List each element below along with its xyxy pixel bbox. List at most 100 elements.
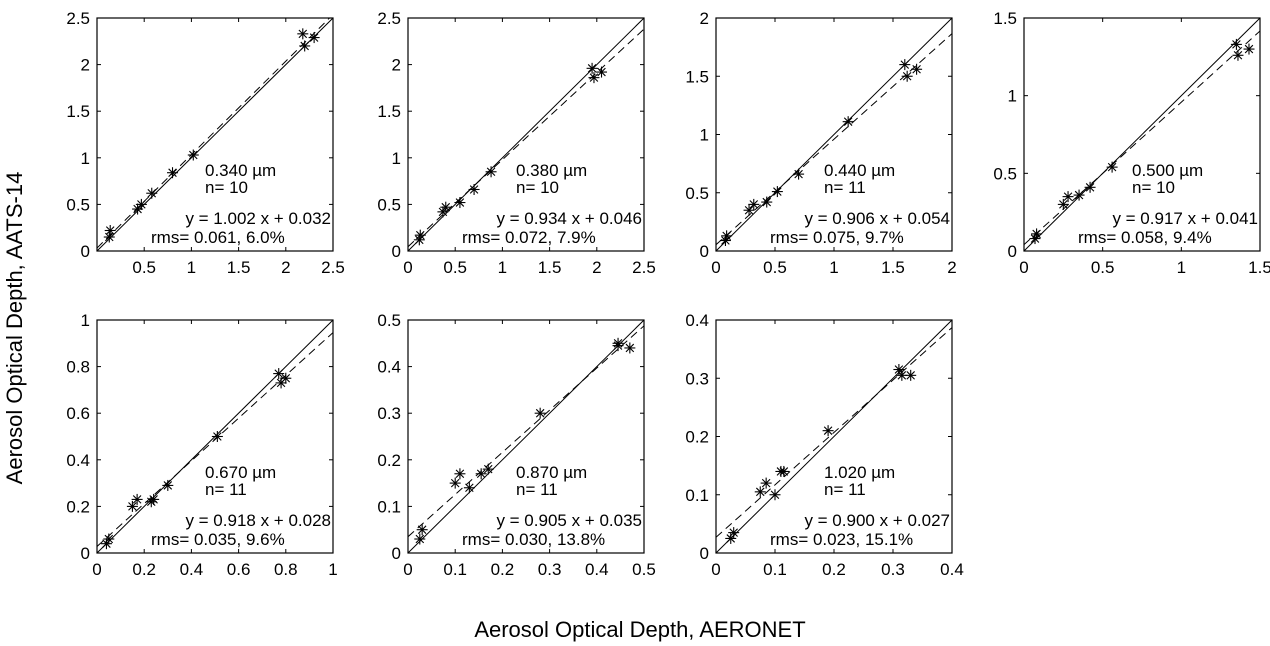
asterisk-stroke (486, 167, 496, 177)
asterisk-stroke (455, 198, 465, 207)
asterisk-stroke (625, 343, 635, 353)
y-tick-label: 0 (81, 544, 90, 563)
data-point (534, 407, 546, 419)
data-point (187, 149, 199, 161)
panel: 0.5 1 1.5 2 2.5 0 0.5 1 1.5 2 2.5 0.340 µmn= 10 y = … (66, 9, 344, 277)
data-point (612, 340, 624, 352)
asterisk-stroke (1244, 44, 1254, 54)
x-tick-label: 0.4 (180, 560, 204, 579)
asterisk-stroke (415, 534, 425, 544)
data-point (414, 533, 426, 545)
panel-n: n= 11 (824, 178, 866, 197)
data-point (728, 527, 740, 539)
asterisk-stroke (1085, 183, 1095, 192)
x-tick-label: 0 (711, 560, 720, 579)
panel-fit: y = 0.900 x + 0.027 (804, 511, 950, 530)
data-point (308, 32, 320, 44)
y-tick-label: 0 (81, 242, 90, 261)
one-to-one-line (716, 18, 952, 251)
asterisk-stroke (137, 200, 146, 209)
x-tick-label: 0.5 (443, 258, 467, 277)
data-point (596, 66, 608, 78)
asterisk-stroke (213, 432, 222, 441)
y-tick-label: 1.5 (66, 102, 90, 121)
panel-wavelength: 0.500 µm (1132, 161, 1203, 180)
asterisk-stroke (770, 490, 780, 500)
data-point (760, 477, 772, 489)
data-point (135, 198, 147, 210)
panel-fit: y = 1.002 x + 0.032 (185, 209, 331, 228)
panel-wavelength: 1.020 µm (824, 463, 895, 482)
asterisk-stroke (722, 231, 731, 241)
asterisk-stroke (274, 369, 283, 378)
panel-wavelength: 0.440 µm (824, 161, 895, 180)
panel-wavelength: 0.670 µm (205, 463, 276, 482)
data-point (280, 372, 292, 384)
y-tick-label: 0.1 (377, 497, 401, 516)
x-tick-label: 1.5 (881, 258, 905, 277)
x-tick-label: 0.8 (274, 560, 298, 579)
y-tick-label: 0.4 (66, 451, 90, 470)
data-point (901, 70, 913, 82)
data-point (725, 532, 737, 544)
x-tick-label: 2 (592, 258, 601, 277)
x-tick-label: 0 (92, 560, 101, 579)
y-tick-label: 0.2 (66, 497, 90, 516)
asterisk-stroke (417, 525, 427, 534)
y-tick-label: 1 (81, 311, 90, 330)
data-point (449, 477, 461, 489)
data-point (899, 59, 911, 71)
asterisk-stroke (587, 64, 597, 73)
data-point (1084, 181, 1096, 193)
y-tick-label: 0.2 (685, 428, 709, 447)
panel-rms: rms= 0.061, 6.0% (151, 228, 285, 247)
x-tick-label: 0.3 (881, 560, 905, 579)
panel-rms: rms= 0.035, 9.6% (151, 530, 285, 549)
x-tick-label: 0.5 (763, 258, 787, 277)
panel-rms: rms= 0.075, 9.7% (770, 228, 904, 247)
panel-rms: rms= 0.023, 15.1% (770, 530, 913, 549)
panel-n: n= 10 (205, 178, 248, 197)
data-point (1232, 49, 1244, 61)
asterisk-stroke (773, 187, 782, 196)
panel: 0 0.1 0.2 0.3 0.4 0 0.1 0.2 0.3 0.4 1.020 µmn= 11 y… (685, 311, 963, 579)
y-tick-label: 0.3 (685, 369, 709, 388)
y-tick-label: 2.5 (377, 9, 401, 28)
asterisk-stroke (441, 202, 451, 212)
y-tick-label: 0 (392, 544, 401, 563)
data-point (1073, 189, 1085, 201)
asterisk-stroke (900, 60, 910, 69)
y-tick-label: 0.1 (685, 486, 709, 505)
one-to-one-line (408, 320, 644, 553)
x-tick-label: 0.3 (538, 560, 562, 579)
panel: 0 0.5 1 1.5 2 2.5 0 0.5 1 1.5 2 2.5 0.380 µmn= 10 y =… (377, 9, 655, 277)
x-tick-label: 0 (711, 258, 720, 277)
x-tick-label: 2.5 (321, 258, 345, 277)
y-tick-label: 2 (81, 56, 90, 75)
asterisk-stroke (902, 71, 912, 81)
y-tick-label: 2.5 (66, 9, 90, 28)
asterisk-stroke (415, 230, 425, 240)
y-tick-label: 0.2 (377, 451, 401, 470)
y-tick-label: 1.5 (993, 9, 1017, 28)
x-tick-label: 0.2 (132, 560, 156, 579)
asterisk-stroke (843, 117, 853, 126)
panel-rms: rms= 0.072, 7.9% (462, 228, 596, 247)
data-point (793, 168, 805, 180)
asterisk-stroke (133, 204, 142, 214)
y-tick-label: 2 (392, 56, 401, 75)
asterisk-stroke (1233, 51, 1243, 60)
regression-line (408, 325, 644, 538)
x-tick-label: 1 (829, 258, 838, 277)
data-point (454, 468, 466, 480)
data-point (586, 62, 598, 74)
x-tick-label: 0.4 (585, 560, 609, 579)
data-point (842, 116, 854, 128)
x-tick-label: 0 (1019, 258, 1028, 277)
data-point (475, 468, 487, 480)
asterisk-stroke (1059, 200, 1068, 209)
panel-rms: rms= 0.058, 9.4% (1078, 228, 1212, 247)
x-tick-label: 0.1 (763, 560, 787, 579)
y-tick-label: 1 (392, 149, 401, 168)
y-tick-label: 0.8 (66, 358, 90, 377)
